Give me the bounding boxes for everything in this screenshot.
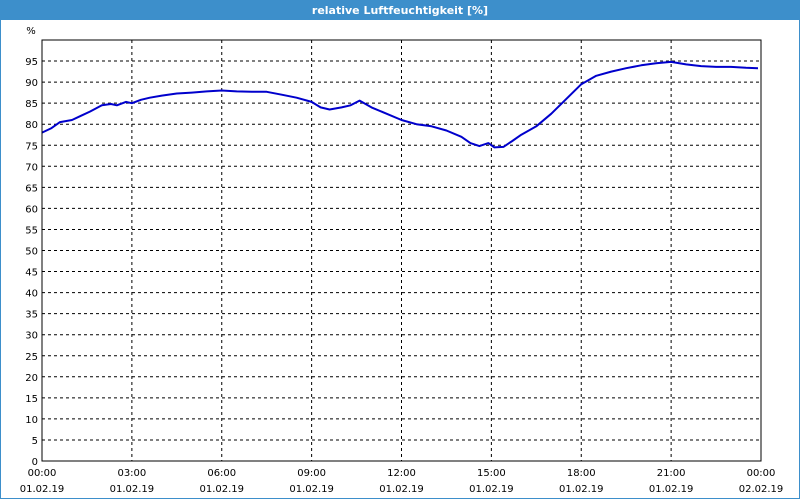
x-tick-date: 01.02.19: [649, 484, 694, 495]
humidity-series-line: [41, 60, 759, 149]
y-tick-label: 65: [25, 183, 38, 194]
x-tick-date: 01.02.19: [379, 484, 424, 495]
y-tick-label: 90: [25, 78, 38, 89]
x-tick-date: 01.02.19: [20, 484, 65, 495]
y-tick-label: 75: [25, 141, 38, 152]
x-tick-date: 01.02.19: [110, 484, 155, 495]
x-tick-date: 02.02.19: [739, 484, 784, 495]
y-tick-label: 30: [25, 331, 38, 342]
y-tick-label: 10: [25, 415, 38, 426]
y-tick-label: 55: [25, 225, 38, 236]
window-title: relative Luftfeuchtigkeit [%]: [0, 0, 800, 20]
x-tick-time: 03:00: [117, 468, 146, 479]
y-tick-label: 85: [25, 99, 38, 110]
series-layer: [41, 60, 759, 149]
y-tick-label: 40: [25, 289, 38, 300]
x-tick-date: 01.02.19: [199, 484, 244, 495]
y-tick-label: 95: [25, 57, 38, 68]
x-tick-time: 21:00: [657, 468, 686, 479]
x-tick-date: 01.02.19: [559, 484, 604, 495]
x-tick-time: 00:00: [28, 468, 57, 479]
x-tick-time: 12:00: [387, 468, 416, 479]
grid-lines: [42, 40, 761, 461]
x-tick-time: 09:00: [297, 468, 326, 479]
y-tick-label: 5: [32, 436, 38, 447]
y-tick-label: 60: [25, 204, 38, 215]
y-tick-label: 50: [25, 247, 38, 258]
x-axis: 00:00 01.02.19 03:00 01.02.19 06:00 01.02.19 0…: [20, 468, 784, 495]
humidity-chart: 05101520253035404550556065707580859095% …: [20, 26, 784, 495]
y-axis-label: %: [26, 26, 36, 37]
x-tick-date: 01.02.19: [289, 484, 334, 495]
x-tick-time: 15:00: [477, 468, 506, 479]
chart-frame: 0 5 10 15 20 25 30 35 40 45 50 55 60 65 70 75 80 85 90 95% …: [0, 20, 800, 499]
x-tick-time: 00:00: [747, 468, 776, 479]
x-tick-date: 01.02.19: [469, 484, 514, 495]
y-tick-label: 0: [32, 457, 38, 468]
y-tick-label: 20: [25, 373, 38, 384]
plot-border: [41, 39, 762, 462]
y-tick-label: 35: [25, 310, 38, 321]
y-axis: 0 5 10 15 20 25 30 35 40 45 50 55 60 65 70 75 80 85 90 95%: [25, 26, 38, 468]
y-tick-label: 15: [25, 394, 38, 405]
y-tick-label: 45: [25, 268, 38, 279]
y-tick-label: 25: [25, 352, 38, 363]
y-tick-label: 70: [25, 162, 38, 173]
y-tick-label: 80: [25, 120, 38, 131]
x-tick-time: 06:00: [207, 468, 236, 479]
x-tick-time: 18:00: [567, 468, 596, 479]
